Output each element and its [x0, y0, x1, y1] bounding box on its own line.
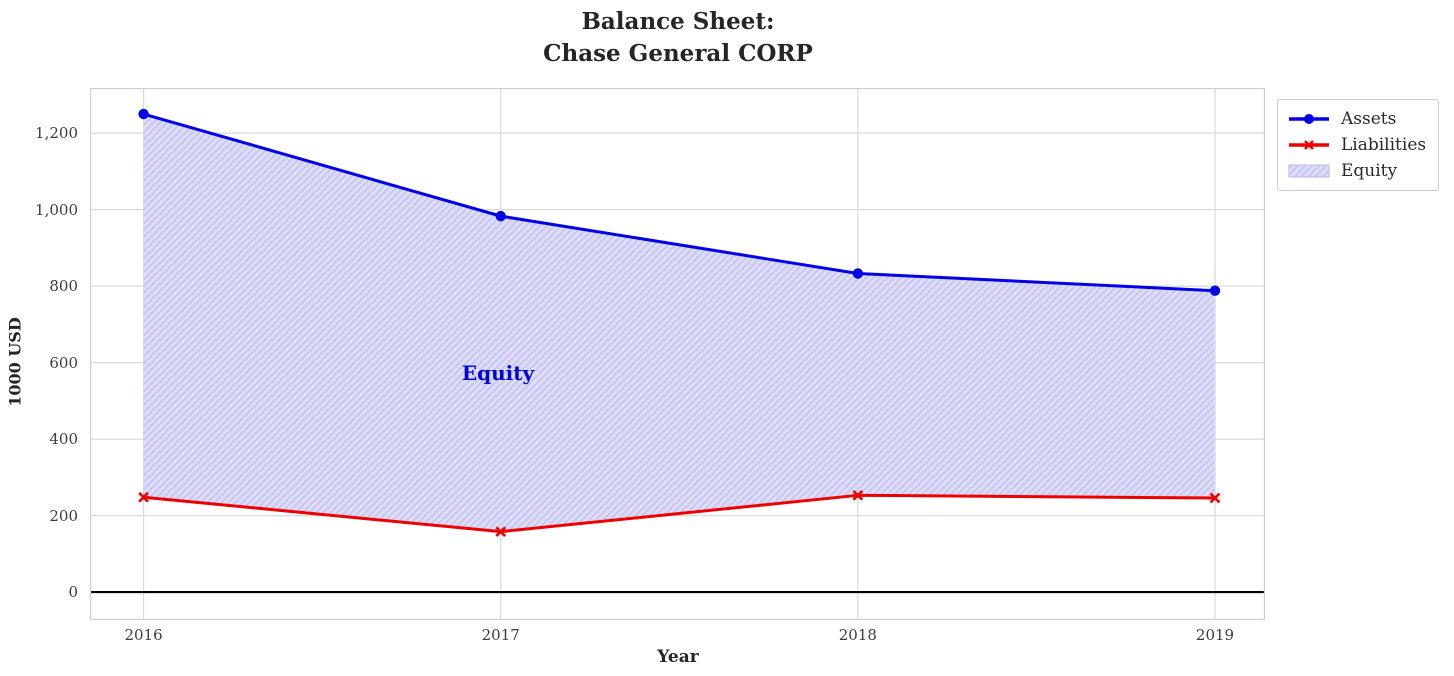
x-tick-label: 2016 — [124, 626, 163, 644]
liabilities-marker — [495, 526, 507, 537]
legend: Assets Liabilities Equity — [1277, 99, 1440, 191]
liabilities-legend-marker — [1304, 140, 1314, 150]
x-tick-label: 2017 — [481, 626, 520, 644]
legend-item-equity: Equity — [1287, 159, 1426, 183]
x-tick-label: 2018 — [838, 626, 877, 644]
y-tick-label: 1,000 — [35, 200, 78, 219]
equity-swatch-icon — [1288, 164, 1330, 178]
y-tick-label: 400 — [49, 430, 78, 449]
legend-item-liabilities: Liabilities — [1287, 133, 1426, 157]
legend-item-assets: Assets — [1287, 107, 1426, 131]
liabilities-marker — [138, 491, 149, 503]
y-tick-label: 600 — [49, 353, 78, 372]
chart-title-line1: Balance Sheet: — [581, 8, 775, 35]
assets-legend-marker — [1304, 114, 1314, 124]
equity-area-hatch — [143, 114, 1216, 532]
liabilities-line-icon — [1289, 140, 1329, 150]
liabilities-line — [143, 493, 1216, 534]
chart-title: Balance Sheet: Chase General CORP — [543, 6, 813, 70]
x-axis-label: Year — [657, 647, 699, 667]
liabilities-marker — [852, 489, 864, 501]
assets-line-icon — [1289, 114, 1329, 124]
assets-marker — [1209, 285, 1221, 296]
assets-line — [143, 112, 1216, 293]
y-tick-label: 800 — [49, 277, 78, 296]
liabilities-marker — [1209, 492, 1221, 504]
equity-annotation: Equity — [461, 361, 535, 385]
legend-label-assets: Assets — [1341, 109, 1397, 129]
equity-legend-border — [1288, 164, 1330, 178]
chart-title-line2: Chase General CORP — [543, 40, 813, 67]
assets-marker — [852, 268, 864, 279]
legend-label-liabilities: Liabilities — [1341, 135, 1427, 155]
plot-border — [90, 88, 1265, 620]
x-tick-label: 2019 — [1195, 626, 1235, 644]
legend-label-equity: Equity — [1341, 161, 1398, 181]
plot-svg — [90, 88, 1265, 620]
assets-marker — [495, 210, 506, 222]
y-tick-label: 0 — [68, 583, 78, 602]
y-tick-label: 1,200 — [35, 124, 78, 143]
equity-legend-hatch — [1289, 165, 1329, 177]
y-tick-label: 200 — [49, 506, 78, 525]
assets-marker — [138, 108, 149, 120]
